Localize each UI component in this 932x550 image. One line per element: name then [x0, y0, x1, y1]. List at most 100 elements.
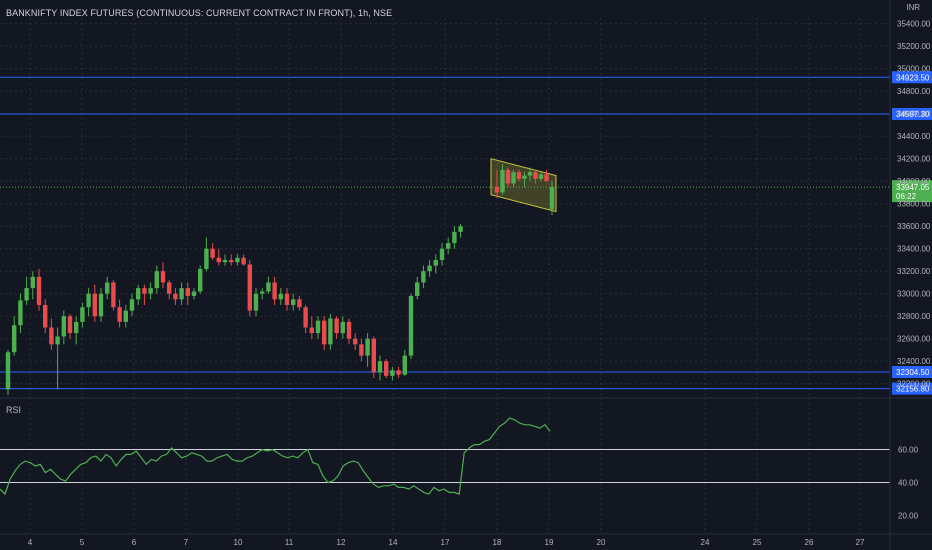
candle-body: [185, 288, 190, 296]
candle-body: [421, 271, 426, 283]
candle-body: [198, 268, 203, 292]
price-tick-label: 34400.00: [897, 132, 931, 141]
candle-body: [67, 316, 73, 334]
candle-body: [117, 307, 122, 322]
candle-body: [154, 271, 159, 289]
candle-body: [24, 288, 29, 301]
candle-body: [98, 293, 104, 317]
level-price-tag: [892, 365, 932, 378]
price-level-lines[interactable]: 34923.50 34597.30 32304.50 32156.80 33947.05…: [0, 71, 932, 395]
candle-body: [500, 169, 505, 193]
candle-body: [123, 310, 128, 322]
time-tick-label: 11: [285, 538, 294, 547]
price-tick-label: 35200.00: [897, 42, 931, 51]
candle-body: [55, 336, 60, 345]
candle-body: [204, 248, 209, 269]
candle-body: [439, 248, 445, 260]
candle-body: [148, 288, 153, 294]
rsi-line: [0, 417, 551, 496]
time-tick-label: 12: [337, 538, 346, 547]
candle-body: [359, 344, 364, 356]
level-price-label: 34597.30: [896, 110, 930, 119]
candle-body: [167, 282, 172, 294]
candle-body: [247, 264, 252, 311]
candle-body: [371, 338, 376, 373]
candle-body: [494, 186, 500, 193]
time-tick-label: 25: [753, 538, 762, 547]
time-tick-label: 24: [701, 538, 710, 547]
candle-body: [111, 282, 116, 308]
candle-body: [74, 321, 79, 334]
level-price-label: 32156.80: [896, 385, 930, 394]
candle-body: [222, 259, 228, 263]
candle-body: [527, 172, 533, 176]
time-tick-label: 18: [493, 538, 502, 547]
candle-body: [278, 293, 283, 300]
candle-body: [61, 316, 66, 337]
candle-body: [322, 320, 327, 345]
time-tick-label: 7: [184, 538, 189, 547]
candle-body: [452, 231, 457, 244]
candle-body: [433, 259, 438, 266]
candle-body: [272, 282, 277, 300]
candle-body: [522, 175, 527, 179]
candlestick-series: [5, 164, 555, 395]
price-tick-label: 33000.00: [897, 290, 931, 299]
candle-body: [402, 355, 407, 375]
price-tick-label: 33400.00: [897, 245, 931, 254]
candle-body: [18, 300, 23, 326]
candle-body: [49, 327, 54, 345]
candle-body: [427, 265, 432, 272]
candle-body: [235, 257, 240, 263]
candle-body: [303, 307, 308, 328]
candle-body: [229, 259, 234, 263]
price-tick-label: 32400.00: [897, 357, 931, 366]
time-tick-label: 4: [28, 538, 33, 547]
price-tick-label: 32800.00: [897, 312, 931, 321]
level-price-tag: [892, 107, 932, 120]
candle-body: [86, 293, 91, 308]
candle-body: [396, 370, 401, 375]
candle-body: [511, 172, 516, 184]
price-tick-label: 34200.00: [897, 155, 931, 164]
price-tick-label: 34600.00: [897, 110, 931, 119]
price-tick-label: 33800.00: [897, 200, 931, 209]
current-price-label: 33947.05: [896, 183, 930, 192]
candle-body: [216, 257, 221, 263]
time-tick-label: 6: [132, 538, 137, 547]
rsi-tick-label: 40.00: [898, 479, 919, 488]
candle-body: [544, 174, 549, 182]
price-tick-label: 35400.00: [897, 20, 931, 29]
time-tick-label: 17: [441, 538, 450, 547]
candle-body: [328, 318, 333, 345]
candle-body: [260, 291, 265, 294]
time-tick-label: 27: [856, 538, 865, 547]
candle-body: [334, 318, 339, 334]
time-tick-label: 14: [389, 538, 398, 547]
rsi-label: RSI: [6, 405, 22, 415]
candle-body: [505, 169, 511, 184]
candle-body: [297, 299, 302, 308]
candle-body: [284, 293, 290, 305]
price-tick-label: 35000.00: [897, 65, 931, 74]
candle-body: [390, 370, 395, 376]
candle-body: [253, 293, 259, 311]
candle-body: [346, 321, 352, 339]
candle-body: [136, 288, 141, 300]
candle-body: [365, 338, 370, 356]
chart-title: BANKNIFTY INDEX FUTURES (CONTINUOUS: CUR…: [6, 8, 393, 18]
rsi-indicator: 60.00 40.00 20.00: [0, 417, 919, 521]
candle-body: [241, 257, 246, 265]
time-tick-label: 20: [597, 538, 606, 547]
candle-body: [173, 293, 178, 300]
candle-body: [5, 352, 11, 390]
candle-body: [340, 321, 345, 334]
candle-body: [516, 172, 522, 179]
current-price-tag: [892, 180, 932, 203]
candle-body: [309, 327, 314, 334]
price-tick-label: 33200.00: [897, 267, 931, 276]
candle-body: [538, 174, 544, 179]
time-tick-label: 26: [805, 538, 814, 547]
